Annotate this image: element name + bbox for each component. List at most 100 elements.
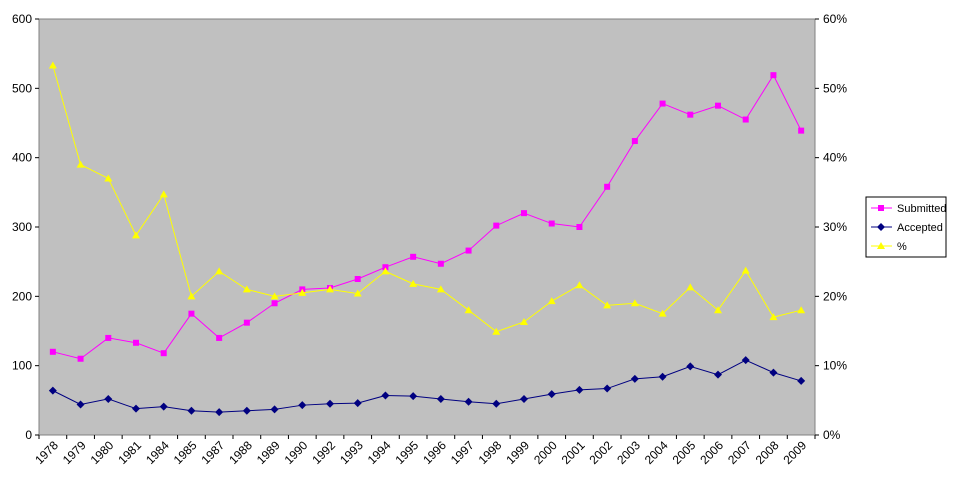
data-point bbox=[548, 220, 555, 227]
data-point bbox=[382, 264, 389, 271]
x-tick-label: 1996 bbox=[420, 438, 449, 467]
x-tick-label: 1989 bbox=[254, 438, 283, 467]
data-point bbox=[658, 372, 667, 381]
data-point bbox=[104, 174, 113, 182]
legend-label: % bbox=[897, 241, 907, 253]
data-point bbox=[242, 285, 251, 293]
left-tick-label: 0 bbox=[25, 428, 32, 442]
plot-area bbox=[38, 18, 816, 436]
data-point bbox=[603, 301, 612, 309]
data-point bbox=[715, 102, 721, 109]
data-point bbox=[381, 391, 390, 400]
right-axis: 0% 10% 20% 30% 40% 50% 60% bbox=[815, 12, 847, 442]
data-point bbox=[493, 222, 500, 229]
data-point bbox=[353, 289, 362, 297]
x-tick-label: 1999 bbox=[503, 438, 532, 467]
x-tick-label: 2000 bbox=[531, 438, 560, 467]
data-point bbox=[159, 402, 168, 411]
data-point bbox=[437, 260, 444, 267]
data-point bbox=[714, 306, 722, 314]
data-point bbox=[604, 183, 611, 190]
data-point bbox=[742, 116, 749, 123]
series-line bbox=[52, 74, 802, 360]
right-tick-label: 40% bbox=[823, 151, 847, 165]
data-point bbox=[215, 408, 224, 417]
x-tick-label: 1992 bbox=[309, 438, 338, 467]
data-point bbox=[187, 292, 196, 300]
data-point bbox=[465, 247, 472, 254]
data-point bbox=[105, 334, 112, 341]
data-point bbox=[603, 384, 612, 393]
data-point bbox=[298, 288, 307, 296]
data-point bbox=[741, 356, 750, 365]
x-tick-label: 1998 bbox=[476, 438, 505, 467]
data-point bbox=[797, 306, 806, 314]
data-point bbox=[270, 292, 279, 300]
x-tick-label: 1985 bbox=[171, 438, 200, 467]
right-tick-label: 0% bbox=[823, 428, 841, 442]
x-tick-label: 2007 bbox=[725, 438, 754, 467]
data-point bbox=[770, 72, 777, 79]
data-point bbox=[877, 242, 885, 249]
data-point bbox=[353, 399, 362, 408]
data-point bbox=[797, 376, 806, 385]
data-point bbox=[409, 392, 418, 401]
data-point bbox=[48, 386, 57, 395]
data-point bbox=[798, 127, 805, 134]
data-point bbox=[714, 370, 722, 379]
data-point bbox=[686, 283, 695, 291]
data-point bbox=[354, 276, 361, 282]
x-tick-label: 2004 bbox=[642, 438, 671, 467]
data-point bbox=[630, 374, 639, 383]
data-point bbox=[521, 210, 527, 217]
x-tick-label: 2002 bbox=[586, 438, 615, 467]
data-point bbox=[298, 401, 307, 410]
x-tick-label: 1984 bbox=[143, 438, 172, 467]
x-tick-label: 1988 bbox=[226, 438, 255, 467]
x-tick-label: 1993 bbox=[337, 438, 366, 467]
x-tick-label: 1979 bbox=[60, 438, 89, 467]
data-point bbox=[878, 205, 884, 211]
series-layer bbox=[48, 61, 806, 417]
left-tick-label: 200 bbox=[12, 289, 32, 303]
data-point bbox=[326, 285, 334, 293]
data-point bbox=[271, 300, 278, 307]
data-point bbox=[187, 406, 196, 415]
data-point bbox=[576, 224, 583, 230]
series-line bbox=[52, 65, 802, 333]
right-tick-label: 20% bbox=[823, 289, 847, 303]
x-tick-label: 1987 bbox=[198, 438, 227, 467]
x-tick-label: 2005 bbox=[670, 438, 699, 467]
data-point bbox=[242, 406, 251, 415]
data-point bbox=[243, 319, 250, 326]
right-tick-label: 30% bbox=[823, 220, 847, 234]
x-tick-label: 1978 bbox=[32, 438, 61, 467]
data-point bbox=[410, 253, 417, 260]
x-tick-label: 2006 bbox=[697, 438, 726, 467]
right-tick-label: 50% bbox=[823, 81, 847, 95]
x-tick-label: 2009 bbox=[780, 438, 809, 467]
data-point bbox=[547, 390, 556, 399]
x-tick-label: 1981 bbox=[115, 438, 144, 467]
data-point bbox=[741, 266, 750, 274]
data-point bbox=[132, 404, 140, 413]
data-point bbox=[132, 231, 140, 239]
data-point bbox=[659, 100, 666, 107]
data-point bbox=[575, 385, 584, 394]
legend-label: Accepted bbox=[897, 222, 943, 234]
data-point bbox=[188, 310, 195, 317]
data-point bbox=[492, 399, 501, 408]
x-tick-label: 1994 bbox=[365, 438, 394, 467]
data-point bbox=[547, 297, 556, 305]
right-tick-label: 10% bbox=[823, 359, 847, 373]
data-point bbox=[216, 334, 223, 341]
left-tick-label: 400 bbox=[12, 151, 32, 165]
data-point bbox=[687, 111, 694, 118]
left-tick-label: 500 bbox=[12, 81, 32, 95]
data-point bbox=[520, 394, 528, 403]
series-line bbox=[52, 359, 802, 413]
data-point bbox=[49, 348, 56, 355]
data-point bbox=[409, 279, 418, 287]
data-point bbox=[436, 285, 445, 293]
